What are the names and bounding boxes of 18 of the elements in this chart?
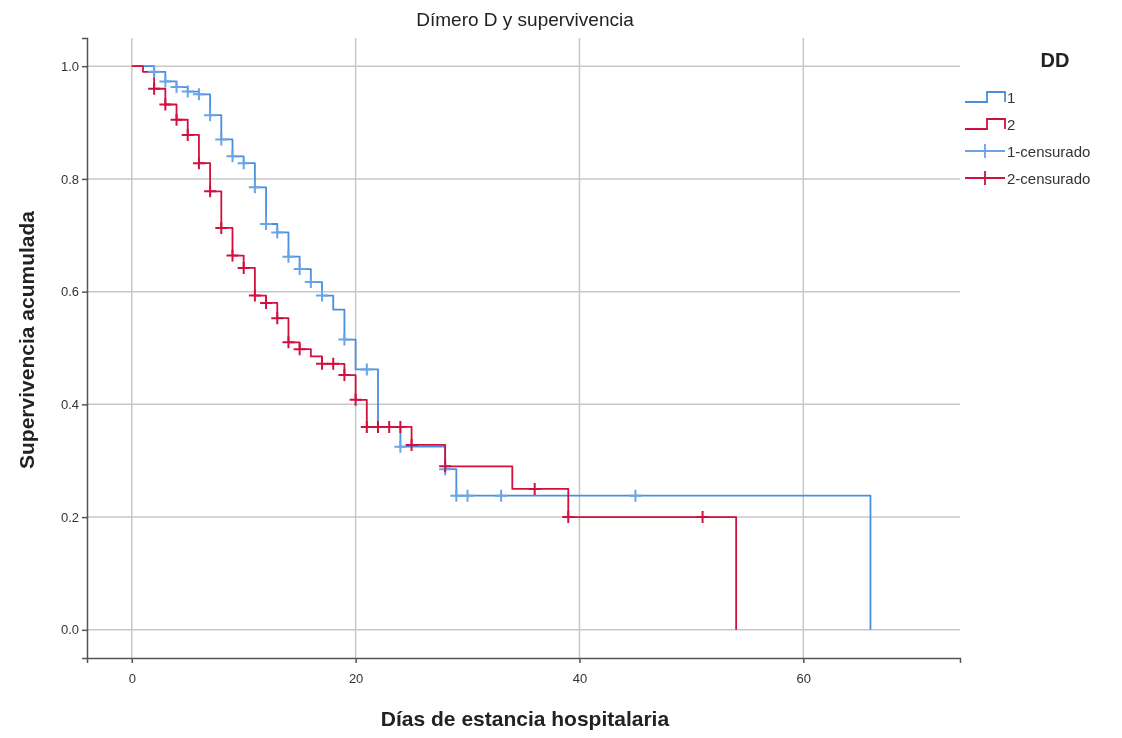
x-tick-label: 60 <box>796 670 812 686</box>
legend-label: 1 <box>1007 89 1016 106</box>
y-tick-label: 1.0 <box>60 58 79 74</box>
x-tick-label: 20 <box>348 670 364 686</box>
y-tick-label: 0.2 <box>60 509 79 525</box>
y-tick-label: 0.6 <box>60 284 79 300</box>
legend-title: DD <box>1040 49 1070 71</box>
x-tick-label: 40 <box>572 670 588 686</box>
x-tick-label: 0 <box>128 670 136 686</box>
y-tick-label: 0.4 <box>60 397 79 413</box>
y-tick-label: 0.8 <box>60 171 79 187</box>
chart-title: Dímero D y supervivencia <box>416 9 635 30</box>
y-tick-label: 0.0 <box>60 622 79 638</box>
y-axis-title: Supervivencia acumulada <box>15 210 38 469</box>
legend-label: 1-censurado <box>1007 143 1091 160</box>
x-axis-title: Días de estancia hospitalaria <box>380 707 670 730</box>
legend-label: 2-censurado <box>1007 170 1091 187</box>
legend-label: 2 <box>1007 116 1016 133</box>
